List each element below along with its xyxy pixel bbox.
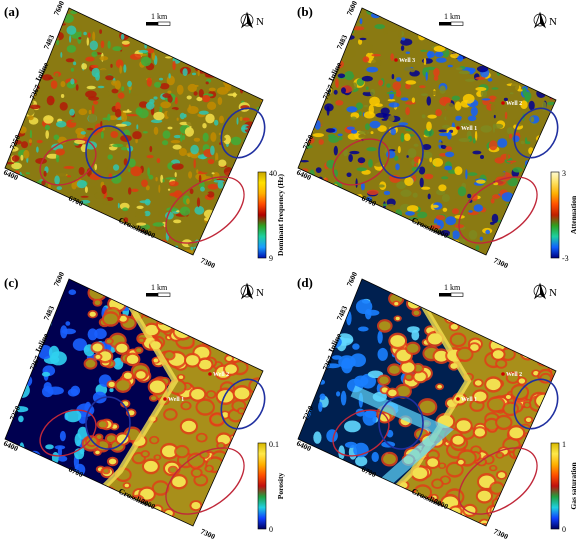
map-outline bbox=[4, 7, 264, 256]
crossline-tick-label: 7300 bbox=[492, 527, 510, 542]
panel-letter: (d) bbox=[297, 275, 313, 290]
map-outline bbox=[4, 278, 264, 527]
colorbar-title: Dominant frequency (Hz) bbox=[276, 174, 285, 256]
scale-bar: 1 km bbox=[146, 283, 171, 297]
colorbar-max-label: 40 bbox=[269, 169, 277, 178]
well-marker bbox=[456, 397, 460, 401]
panel-a: (a)Inline7600748373677250Crossline640067… bbox=[2, 0, 285, 271]
well-marker bbox=[394, 58, 398, 62]
well-marker bbox=[163, 397, 167, 401]
north-label: N bbox=[256, 287, 264, 299]
scale-bar: 1 km bbox=[439, 12, 464, 26]
north-arrow-icon bbox=[533, 11, 547, 29]
well-label: Well 3 bbox=[399, 58, 415, 64]
panel-letter: (a) bbox=[4, 4, 19, 19]
colorbar-min-label: 0 bbox=[269, 525, 273, 534]
colorbar-min-label: 0 bbox=[562, 525, 566, 534]
well-label: Well 1 bbox=[168, 397, 184, 403]
inline-tick-label: 7600 bbox=[345, 0, 360, 17]
panel-letter: (c) bbox=[4, 275, 18, 290]
colorbar-title: Gas saturation bbox=[569, 462, 578, 510]
scale-bar: 1 km bbox=[439, 283, 464, 297]
panel-letter: (b) bbox=[297, 4, 313, 19]
north-label: N bbox=[256, 16, 264, 28]
colorbar: 0.1 0 Porosity bbox=[257, 440, 285, 534]
scale-bar-label: 1 km bbox=[444, 283, 461, 292]
well-label: Well 2 bbox=[213, 372, 229, 378]
scale-bar-label: 1 km bbox=[151, 283, 168, 292]
scale-bar-label: 1 km bbox=[444, 12, 461, 21]
well-marker bbox=[501, 372, 505, 376]
scale-bar-label: 1 km bbox=[151, 12, 168, 21]
well-label: Well 1 bbox=[461, 126, 477, 132]
colorbar-max-label: 3 bbox=[562, 169, 566, 178]
well-label: Well 2 bbox=[506, 372, 522, 378]
well-label: Well 1 bbox=[461, 397, 477, 403]
colorbar-min-label: -3 bbox=[562, 254, 569, 263]
anomaly-annotations bbox=[332, 378, 559, 515]
inline-tick-label: 7600 bbox=[52, 0, 67, 17]
north-arrow-icon bbox=[240, 282, 254, 300]
colorbar: 3 -3 Attenuation bbox=[550, 169, 578, 263]
colorbar: 1 0 Gas saturation bbox=[550, 440, 578, 534]
inline-tick-label: 7600 bbox=[345, 270, 360, 288]
map-outline bbox=[297, 7, 557, 256]
colorbar-min-label: 9 bbox=[269, 254, 273, 263]
colorbar-max-label: 0.1 bbox=[269, 440, 279, 449]
anomaly-annotations bbox=[332, 107, 559, 244]
inline-tick-label: 7600 bbox=[52, 270, 67, 288]
north-arrow-icon bbox=[240, 11, 254, 29]
colorbar-title: Porosity bbox=[276, 472, 285, 499]
well-marker bbox=[501, 101, 505, 105]
north-arrow-icon bbox=[533, 282, 547, 300]
crossline-tick-label: 7300 bbox=[199, 527, 217, 542]
colorbar-max-label: 1 bbox=[562, 440, 566, 449]
scale-bar: 1 km bbox=[146, 12, 171, 26]
well-marker bbox=[208, 372, 212, 376]
map-outline bbox=[297, 278, 557, 527]
north-label: N bbox=[549, 16, 557, 28]
anomaly-annotations bbox=[39, 107, 266, 244]
crossline-tick-label: 7300 bbox=[199, 256, 217, 271]
well-label: Well 2 bbox=[506, 101, 522, 107]
anomaly-annotations bbox=[39, 378, 266, 515]
well-marker bbox=[456, 126, 460, 130]
north-label: N bbox=[549, 287, 557, 299]
colorbar-title: Attenuation bbox=[569, 195, 578, 234]
crossline-tick-label: 7300 bbox=[492, 256, 510, 271]
